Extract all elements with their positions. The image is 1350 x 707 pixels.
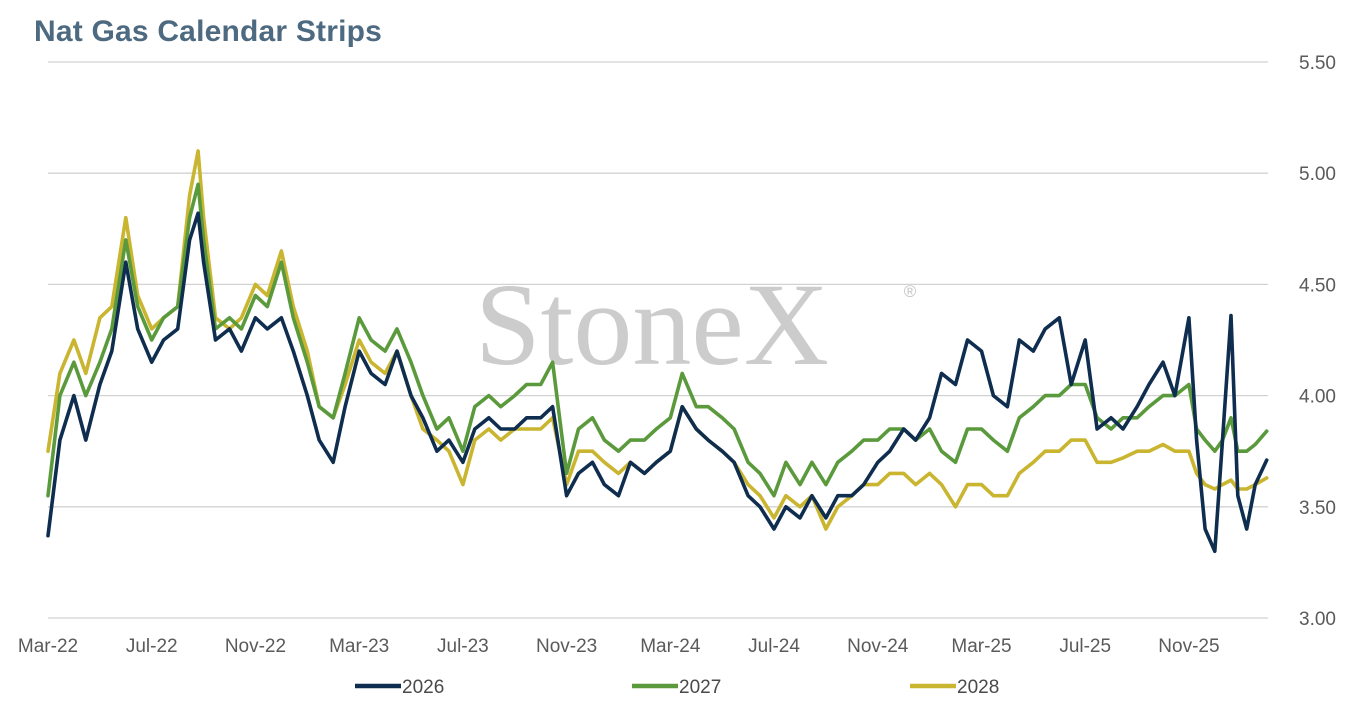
chart-title: Nat Gas Calendar Strips xyxy=(34,15,383,48)
y-tick-label: 3.00 xyxy=(1299,609,1336,630)
legend-label-2026: 2026 xyxy=(402,677,444,698)
x-tick-label: Nov-25 xyxy=(1158,636,1219,657)
y-tick-label: 5.00 xyxy=(1299,164,1336,185)
x-tick-label: Nov-24 xyxy=(847,636,909,657)
x-tick-label: Nov-22 xyxy=(225,636,286,657)
legend-label-2028: 2028 xyxy=(957,677,999,698)
watermark-registered-mark: ® xyxy=(904,282,917,301)
legend: 2026 2027 2028 xyxy=(355,677,999,698)
x-tick-label: Mar-24 xyxy=(640,636,701,657)
y-axis-ticks: 5.50 5.00 4.50 4.00 3.50 3.00 xyxy=(1299,53,1336,630)
x-tick-label: Jul-25 xyxy=(1059,636,1111,657)
series-lines xyxy=(46,149,1269,554)
watermark-text: StoneX xyxy=(475,259,829,390)
series-line-2026 xyxy=(46,211,1269,554)
x-tick-label: Mar-23 xyxy=(329,636,389,657)
x-tick-label: Jul-24 xyxy=(748,636,800,657)
x-tick-label: Mar-25 xyxy=(951,636,1011,657)
x-axis-ticks: Mar-22 Jul-22 Nov-22 Mar-23 Jul-23 Nov-23 Mar-… xyxy=(18,636,1220,657)
x-tick-label: Jul-23 xyxy=(437,636,489,657)
legend-label-2027: 2027 xyxy=(679,677,721,698)
gridlines xyxy=(48,61,1268,619)
y-tick-label: 3.50 xyxy=(1299,498,1336,519)
x-tick-label: Jul-22 xyxy=(126,636,178,657)
x-tick-label: Nov-23 xyxy=(536,636,597,657)
y-tick-label: 5.50 xyxy=(1299,53,1336,74)
y-tick-label: 4.50 xyxy=(1299,275,1336,296)
x-tick-label: Mar-22 xyxy=(18,636,78,657)
watermark: StoneX ® xyxy=(475,259,917,390)
y-tick-label: 4.00 xyxy=(1299,387,1336,408)
